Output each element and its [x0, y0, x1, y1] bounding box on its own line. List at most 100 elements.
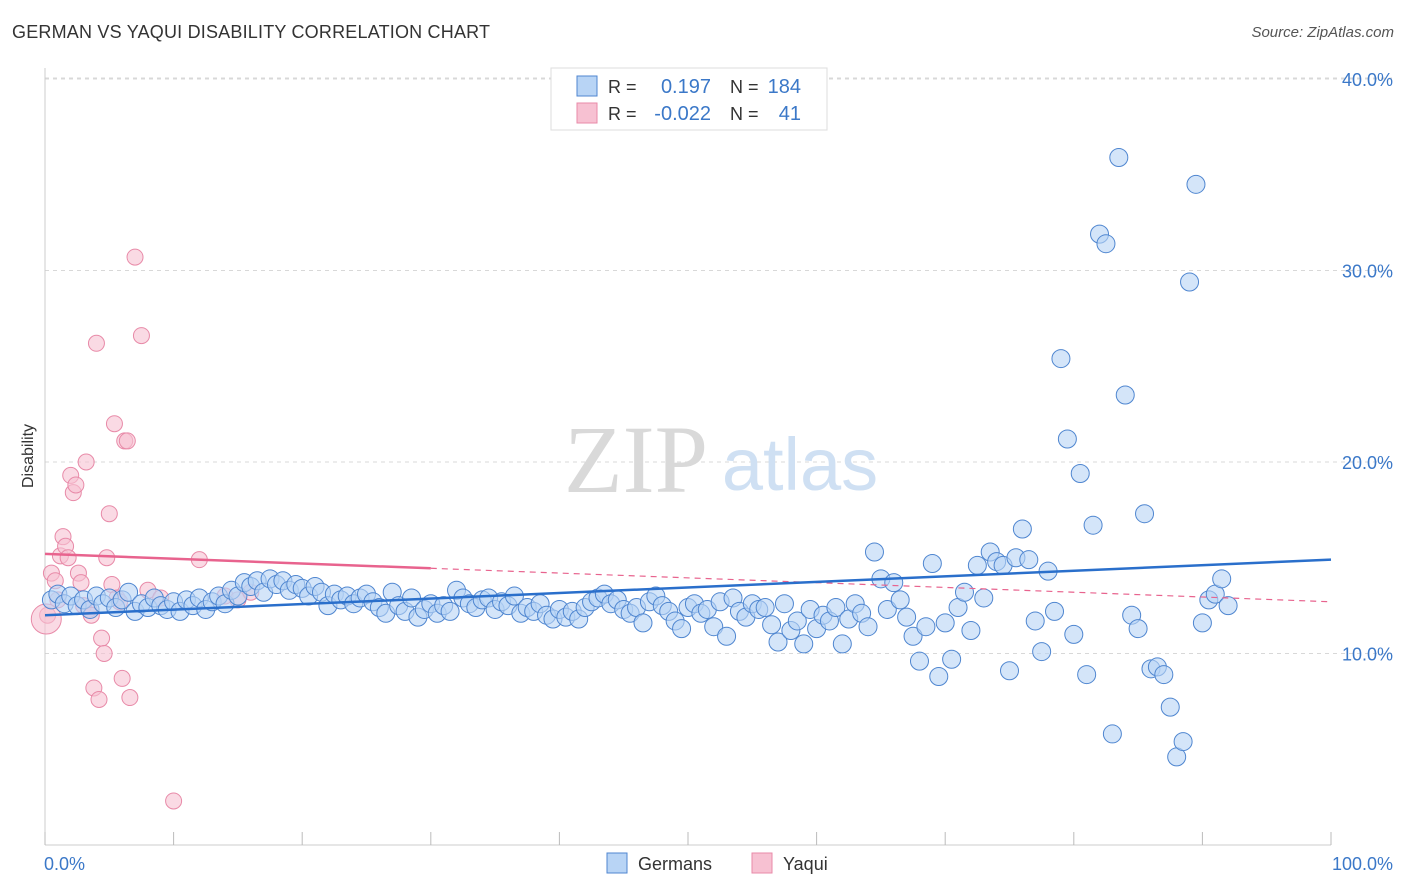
legend-r-label: R = — [608, 77, 637, 97]
legend-r-value: -0.022 — [654, 103, 711, 125]
point-germans — [1218, 596, 1238, 616]
legend-swatch-germans — [576, 75, 598, 97]
chart-title: GERMAN VS YAQUI DISABILITY CORRELATION C… — [12, 22, 491, 42]
point-germans — [704, 617, 724, 637]
point-germans — [672, 619, 692, 639]
point-germans — [1212, 569, 1232, 589]
trend-yaqui-solid — [44, 552, 431, 570]
legend-series: Germans Yaqui — [606, 852, 828, 874]
point-germans — [1045, 601, 1065, 621]
point-germans — [929, 666, 949, 686]
point-yaqui — [59, 549, 77, 567]
point-germans — [633, 613, 653, 633]
point-germans — [794, 634, 814, 654]
point-germans — [1154, 665, 1174, 685]
point-yaqui — [121, 689, 139, 707]
point-germans — [1173, 732, 1193, 752]
point-germans — [755, 598, 775, 618]
point-germans — [826, 598, 846, 618]
point-germans — [1083, 515, 1103, 535]
point-germans — [1064, 624, 1084, 644]
point-germans — [119, 582, 139, 602]
point-yaqui — [93, 629, 111, 647]
source-label: Source: ZipAtlas.com — [1251, 24, 1394, 41]
point-germans — [897, 607, 917, 627]
point-germans — [961, 621, 981, 641]
y-axis-label: Disability — [20, 424, 37, 488]
point-germans — [884, 573, 904, 593]
point-germans — [916, 617, 936, 637]
point-germans — [903, 626, 923, 646]
point-germans — [1102, 724, 1122, 744]
point-germans — [909, 651, 929, 671]
series-germans-points — [41, 148, 1238, 767]
point-yaqui — [100, 505, 118, 523]
legend-swatch-germans-bottom — [606, 852, 628, 874]
point-germans — [1077, 665, 1097, 685]
point-yaqui — [113, 669, 131, 687]
y-tick-labels: 10.0% 20.0% 30.0% 40.0% — [1342, 70, 1393, 665]
legend-r-value: 0.197 — [661, 76, 711, 98]
point-germans — [1109, 148, 1129, 168]
watermark-atlas: atlas — [722, 423, 878, 506]
point-germans — [787, 611, 807, 631]
legend-label-germans: Germans — [638, 854, 712, 874]
point-germans — [942, 649, 962, 669]
point-germans — [1096, 234, 1116, 254]
legend-n-value: 184 — [768, 76, 801, 98]
point-germans — [774, 594, 794, 614]
point-germans — [440, 601, 460, 621]
legend-n-value: 41 — [779, 103, 801, 125]
point-germans — [1000, 661, 1019, 681]
watermark-zip: ZIP — [564, 406, 708, 513]
x-tick-labels: 0.0% 100.0% — [44, 854, 1393, 874]
point-germans — [1012, 519, 1032, 539]
point-germans — [1051, 349, 1071, 369]
y-tick-label: 30.0% — [1342, 262, 1393, 282]
point-germans — [1160, 697, 1180, 717]
point-germans — [762, 615, 782, 635]
point-germans — [832, 634, 852, 654]
point-germans — [1025, 611, 1045, 631]
point-yaqui — [118, 432, 136, 450]
point-germans — [954, 582, 974, 602]
y-tick-label: 20.0% — [1342, 453, 1393, 473]
point-germans — [717, 626, 737, 646]
point-germans — [1070, 463, 1090, 483]
point-germans — [922, 553, 942, 573]
point-yaqui — [98, 549, 116, 567]
point-germans — [890, 590, 910, 610]
point-germans — [935, 613, 955, 633]
point-yaqui — [77, 453, 95, 471]
legend-swatch-yaqui — [576, 102, 598, 124]
x-tick-label-max: 100.0% — [1332, 854, 1393, 874]
point-yaqui — [90, 690, 108, 708]
legend-label-yaqui: Yaqui — [783, 854, 828, 874]
point-germans — [877, 599, 897, 619]
point-germans — [864, 542, 884, 562]
point-germans — [1186, 174, 1206, 194]
y-tick-label: 10.0% — [1342, 645, 1393, 665]
point-yaqui — [67, 476, 85, 494]
point-germans — [858, 617, 878, 637]
point-germans — [967, 555, 987, 575]
legend-stats: R = 0.197 N = 184 R = -0.022 N = 41 — [550, 67, 828, 131]
point-yaqui — [87, 334, 105, 352]
point-germans — [1135, 504, 1155, 524]
legend-r-label: R = — [608, 104, 637, 124]
point-germans — [1192, 613, 1212, 633]
legend-n-label: N = — [730, 77, 759, 97]
point-germans — [1115, 385, 1135, 405]
point-yaqui — [105, 415, 123, 433]
point-germans — [768, 632, 788, 652]
point-germans — [1128, 619, 1148, 639]
point-germans — [1019, 550, 1039, 570]
point-yaqui — [72, 574, 90, 592]
point-germans — [974, 588, 994, 608]
legend-swatch-yaqui-bottom — [751, 852, 773, 874]
point-yaqui — [132, 327, 150, 345]
point-germans — [1180, 272, 1200, 292]
axes — [44, 68, 1332, 846]
watermark: ZIP atlas — [564, 406, 878, 513]
